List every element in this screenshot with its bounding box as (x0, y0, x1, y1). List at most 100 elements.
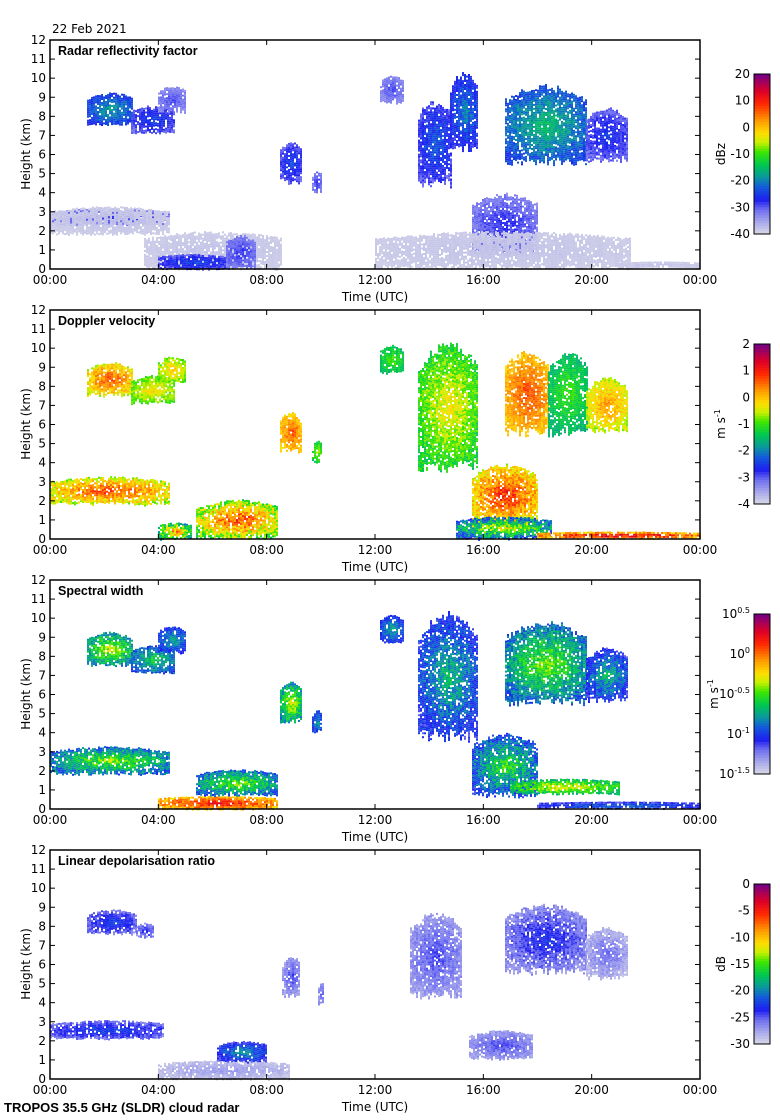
echo-pixel (232, 255, 234, 258)
echo-pixel (462, 122, 464, 125)
echo-pixel (450, 142, 452, 145)
echo-pixel (198, 262, 200, 265)
echo-pixel (101, 116, 103, 118)
echo-pixel (250, 250, 252, 253)
echo-pixel (80, 218, 82, 221)
echo-pixel (242, 265, 244, 268)
echo-pixel (452, 115, 454, 118)
echo-pixel (460, 140, 462, 143)
echo-pixel (314, 183, 316, 185)
echo-pixel (438, 179, 440, 182)
echo-pixel (486, 225, 488, 228)
echo-pixel (200, 241, 202, 244)
echo-pixel (124, 214, 126, 217)
echo-pixel (460, 138, 462, 141)
echo-pixel (400, 97, 402, 100)
echo-pixel (50, 227, 52, 230)
echo-pixel (482, 199, 484, 201)
echo-pixel (184, 238, 186, 241)
echo-pixel (102, 207, 104, 210)
echo-pixel (157, 114, 159, 117)
echo-pixel (470, 87, 472, 90)
echo-pixel (246, 250, 248, 253)
echo-pixel (442, 122, 444, 125)
echo-pixel (470, 105, 472, 108)
echo-pixel (82, 217, 84, 220)
echo-pixel (134, 225, 136, 228)
echo-pixel (202, 249, 204, 252)
echo-pixel (462, 110, 464, 113)
echo-pixel (160, 267, 162, 270)
echo-pixel (93, 98, 95, 101)
echo-pixel (462, 126, 464, 129)
echo-pixel (131, 113, 133, 116)
echo-pixel (436, 117, 438, 120)
echo-pixel (242, 253, 244, 256)
echo-pixel (135, 116, 137, 119)
echo-pixel (98, 217, 100, 220)
echo-pixel (210, 257, 212, 260)
echo-pixel (420, 133, 422, 136)
echo-pixel (298, 176, 300, 179)
echo-pixel (492, 218, 494, 221)
echo-pixel (176, 241, 178, 243)
echo-pixel (250, 266, 252, 269)
echo-pixel (426, 124, 428, 127)
echo-pixel (418, 155, 420, 158)
echo-pixel (400, 91, 402, 94)
echo-pixel (276, 258, 278, 261)
echo-pixel (182, 266, 184, 269)
echo-pixel (146, 245, 148, 248)
echo-pixel (486, 219, 488, 222)
echo-pixel (108, 221, 110, 224)
echo-pixel (320, 178, 322, 181)
echo-pixel (158, 248, 160, 251)
echo-pixel (454, 90, 456, 93)
echo-pixel (234, 238, 236, 241)
echo-pixel (126, 220, 128, 223)
echo-pixel (56, 217, 58, 220)
echo-pixel (456, 84, 458, 86)
echo-pixel (206, 248, 208, 251)
echo-pixel (470, 101, 472, 104)
echo-pixel (106, 214, 108, 217)
echo-pixel (232, 259, 234, 262)
echo-pixel (450, 100, 452, 103)
echo-pixel (458, 123, 460, 126)
echo-pixel (184, 97, 186, 100)
echo-pixel (434, 121, 436, 124)
echo-pixel (488, 202, 490, 205)
echo-pixel (121, 119, 123, 122)
echo-pixel (182, 234, 184, 237)
echo-pixel (480, 220, 482, 223)
echo-pixel (90, 211, 92, 214)
echo-pixel (390, 87, 392, 90)
echo-pixel (132, 216, 134, 219)
echo-pixel (250, 242, 252, 245)
echo-pixel (86, 214, 88, 217)
echo-pixel (248, 255, 250, 258)
echo-pixel (248, 257, 250, 260)
echo-pixel (458, 133, 460, 136)
echo-pixel (116, 215, 118, 218)
echo-pixel (118, 218, 120, 221)
echo-pixel (230, 256, 232, 258)
echo-pixel (442, 152, 444, 155)
echo-pixel (440, 179, 442, 182)
echo-pixel (130, 207, 132, 210)
echo-pixel (440, 119, 442, 122)
echo-pixel (462, 150, 464, 153)
echo-pixel (452, 123, 454, 126)
echo-pixel (192, 238, 194, 241)
echo-pixel (182, 256, 184, 259)
echo-pixel (136, 227, 138, 229)
echo-pixel (456, 110, 458, 112)
echo-pixel (62, 230, 64, 233)
echo-pixel (222, 245, 224, 248)
echo-pixel (200, 251, 202, 254)
echo-pixel (121, 121, 123, 124)
echo-pixel (184, 105, 186, 108)
echo-pixel (242, 241, 244, 244)
echo-pixel (196, 254, 198, 257)
echo-pixel (430, 165, 432, 168)
